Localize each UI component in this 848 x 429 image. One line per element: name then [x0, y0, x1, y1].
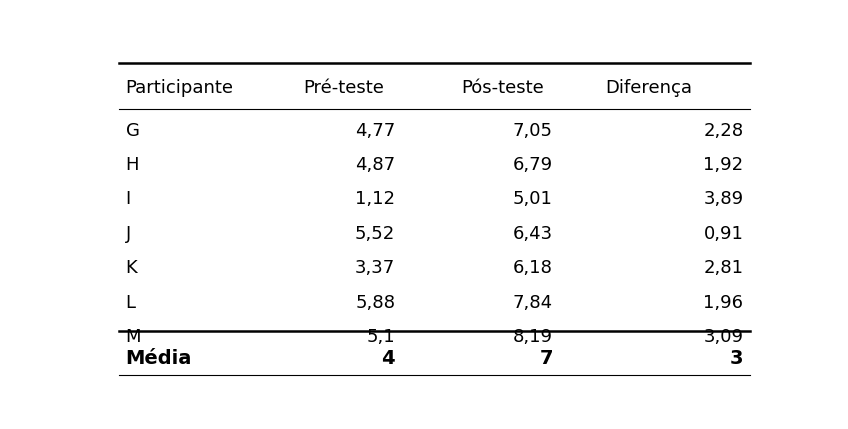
- Text: 6,79: 6,79: [513, 156, 553, 174]
- Text: 6,18: 6,18: [513, 259, 553, 277]
- Text: 5,1: 5,1: [366, 328, 395, 346]
- Text: 2,28: 2,28: [703, 122, 744, 140]
- Text: K: K: [126, 259, 137, 277]
- Text: 3,37: 3,37: [355, 259, 395, 277]
- Text: 4: 4: [382, 349, 395, 368]
- Text: 6,43: 6,43: [513, 225, 553, 243]
- Text: 2,81: 2,81: [704, 259, 744, 277]
- Text: 4,77: 4,77: [355, 122, 395, 140]
- Text: H: H: [126, 156, 139, 174]
- Text: L: L: [126, 293, 136, 311]
- Text: G: G: [126, 122, 140, 140]
- Text: 3,09: 3,09: [704, 328, 744, 346]
- Text: 1,92: 1,92: [703, 156, 744, 174]
- Text: 7,84: 7,84: [513, 293, 553, 311]
- Text: 1,96: 1,96: [704, 293, 744, 311]
- Text: Pós-teste: Pós-teste: [461, 79, 544, 97]
- Text: 1,12: 1,12: [355, 190, 395, 208]
- Text: 0,91: 0,91: [704, 225, 744, 243]
- Text: M: M: [126, 328, 142, 346]
- Text: Pré-teste: Pré-teste: [303, 79, 384, 97]
- Text: 4,87: 4,87: [355, 156, 395, 174]
- Text: 5,01: 5,01: [513, 190, 553, 208]
- Text: 5,88: 5,88: [355, 293, 395, 311]
- Text: J: J: [126, 225, 131, 243]
- Text: 3: 3: [730, 349, 744, 368]
- Text: 7,05: 7,05: [513, 122, 553, 140]
- Text: 3,89: 3,89: [703, 190, 744, 208]
- Text: 8,19: 8,19: [513, 328, 553, 346]
- Text: I: I: [126, 190, 131, 208]
- Text: 5,52: 5,52: [355, 225, 395, 243]
- Text: Média: Média: [126, 349, 192, 368]
- Text: Participante: Participante: [126, 79, 234, 97]
- Text: Diferença: Diferença: [605, 79, 693, 97]
- Text: 7: 7: [539, 349, 553, 368]
